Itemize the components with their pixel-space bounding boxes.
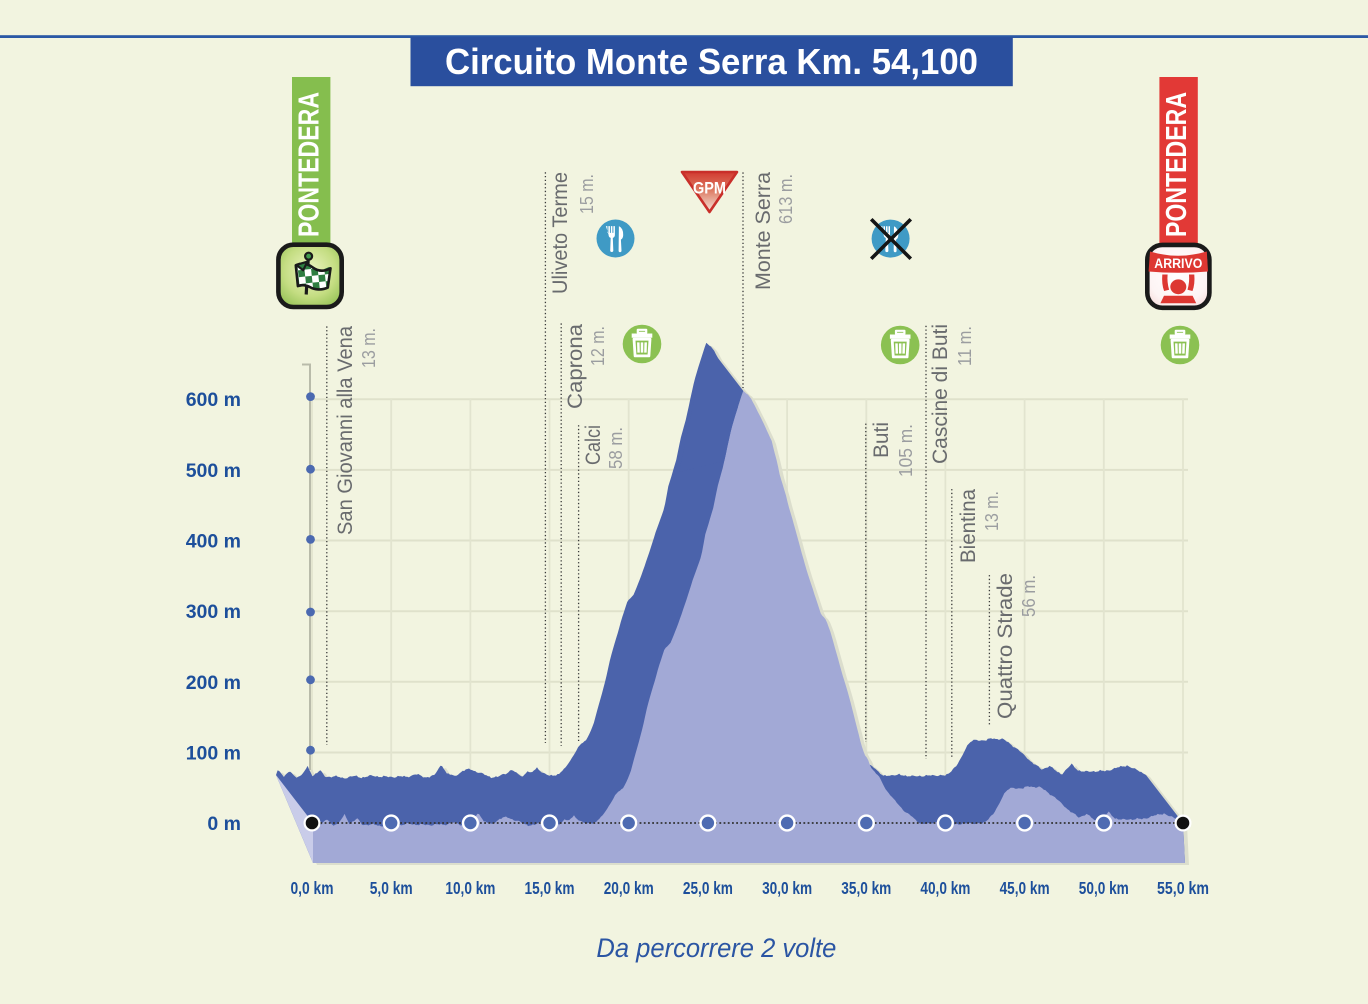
svg-text:5,0 km: 5,0 km — [370, 878, 413, 898]
svg-text:13 m.: 13 m. — [982, 491, 1002, 531]
svg-text:500 m: 500 m — [186, 460, 241, 482]
svg-text:200 m: 200 m — [186, 672, 241, 694]
svg-text:Monte Serra: Monte Serra — [752, 172, 775, 290]
svg-text:ARRIVO: ARRIVO — [1154, 256, 1202, 271]
svg-text:Da percorrere 2 volte: Da percorrere 2 volte — [596, 933, 836, 963]
svg-text:105 m.: 105 m. — [896, 424, 916, 477]
svg-text:San Giovanni alla Vena: San Giovanni alla Vena — [334, 326, 357, 535]
svg-text:13 m.: 13 m. — [359, 328, 379, 368]
svg-text:Cascine di Buti: Cascine di Buti — [929, 324, 952, 464]
svg-text:PONTEDERA: PONTEDERA — [1161, 92, 1193, 237]
svg-text:10,0 km: 10,0 km — [445, 878, 495, 898]
svg-text:45,0 km: 45,0 km — [1000, 878, 1050, 898]
svg-text:40,0 km: 40,0 km — [920, 878, 970, 898]
svg-text:15,0 km: 15,0 km — [525, 878, 575, 898]
svg-text:Caprona: Caprona — [564, 324, 587, 409]
svg-text:12 m.: 12 m. — [588, 326, 608, 366]
svg-text:56 m.: 56 m. — [1019, 575, 1039, 617]
svg-text:PONTEDERA: PONTEDERA — [294, 92, 326, 237]
svg-text:50,0 km: 50,0 km — [1079, 878, 1129, 898]
svg-text:613 m.: 613 m. — [776, 174, 796, 224]
svg-text:58 m.: 58 m. — [606, 427, 626, 469]
svg-text:300 m: 300 m — [186, 601, 241, 623]
svg-text:100 m: 100 m — [186, 743, 241, 765]
svg-text:20,0 km: 20,0 km — [604, 878, 654, 898]
svg-text:11 m.: 11 m. — [955, 326, 975, 366]
svg-text:15 m.: 15 m. — [577, 174, 597, 214]
svg-text:Calci: Calci — [582, 425, 605, 465]
svg-text:Uliveto Terme: Uliveto Terme — [549, 172, 572, 294]
svg-text:35,0 km: 35,0 km — [841, 878, 891, 898]
svg-text:Circuito Monte Serra Km. 54,10: Circuito Monte Serra Km. 54,100 — [445, 41, 978, 82]
svg-text:GPM: GPM — [693, 179, 726, 198]
svg-text:Buti: Buti — [870, 422, 893, 458]
svg-text:400 m: 400 m — [186, 531, 241, 553]
svg-text:0 m: 0 m — [207, 813, 241, 835]
svg-text:55,0 km: 55,0 km — [1157, 878, 1209, 898]
svg-text:25,0 km: 25,0 km — [683, 878, 733, 898]
svg-text:Quattro Strade: Quattro Strade — [994, 573, 1017, 719]
svg-text:600 m: 600 m — [186, 389, 241, 411]
svg-text:Bientina: Bientina — [957, 489, 980, 563]
svg-text:0,0 km: 0,0 km — [291, 878, 334, 898]
svg-text:30,0 km: 30,0 km — [762, 878, 812, 898]
